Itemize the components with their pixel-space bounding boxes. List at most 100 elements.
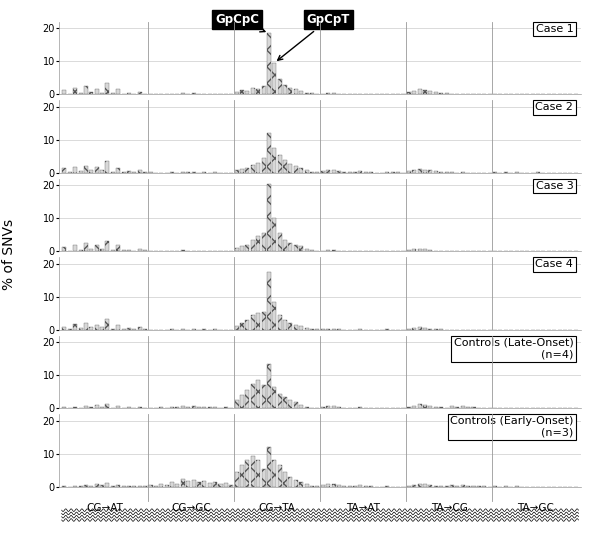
Bar xyxy=(100,407,104,408)
Bar xyxy=(321,250,325,252)
Bar xyxy=(230,485,233,487)
Bar xyxy=(261,233,266,252)
Bar xyxy=(127,250,131,252)
Bar xyxy=(240,169,244,173)
Bar xyxy=(418,484,422,487)
Bar xyxy=(407,407,411,408)
Bar xyxy=(450,406,454,408)
Bar xyxy=(68,329,72,330)
Bar xyxy=(418,89,422,94)
Text: TA→CG: TA→CG xyxy=(431,503,468,513)
Bar xyxy=(240,246,244,252)
Bar xyxy=(332,484,336,487)
Bar xyxy=(283,320,287,330)
Bar xyxy=(175,484,179,487)
Text: Case 3: Case 3 xyxy=(536,181,573,191)
Bar xyxy=(428,328,432,330)
Bar xyxy=(132,172,136,173)
Bar xyxy=(78,328,83,330)
Bar xyxy=(423,90,427,94)
Bar xyxy=(111,250,115,252)
Bar xyxy=(434,250,438,252)
Bar xyxy=(240,395,244,408)
Bar xyxy=(84,243,88,252)
Bar xyxy=(186,407,190,408)
Bar xyxy=(283,240,287,252)
Bar xyxy=(84,406,88,408)
Bar xyxy=(100,170,104,173)
Bar xyxy=(267,447,271,487)
Bar xyxy=(89,249,93,252)
Bar xyxy=(304,328,309,330)
Bar xyxy=(321,485,325,487)
Bar xyxy=(326,328,330,330)
Bar xyxy=(428,91,432,94)
Bar xyxy=(283,397,287,408)
Bar xyxy=(428,170,432,173)
Bar xyxy=(450,485,454,487)
Text: GpCpC: GpCpC xyxy=(215,14,265,32)
Bar xyxy=(127,93,131,94)
Bar xyxy=(132,486,136,487)
Bar xyxy=(348,486,352,487)
Bar xyxy=(294,403,298,408)
Bar xyxy=(304,249,309,252)
Bar xyxy=(106,319,110,330)
Bar xyxy=(316,329,319,330)
Bar xyxy=(240,90,244,94)
Bar xyxy=(455,486,460,487)
Bar xyxy=(423,328,427,330)
Bar xyxy=(353,172,357,173)
Bar xyxy=(251,240,255,252)
Bar xyxy=(89,170,93,173)
Text: TA→GC: TA→GC xyxy=(517,503,554,513)
Bar xyxy=(251,456,255,487)
Bar xyxy=(73,88,77,94)
Bar xyxy=(245,320,250,330)
Bar xyxy=(385,250,389,252)
Bar xyxy=(273,63,276,94)
Text: Case 2: Case 2 xyxy=(536,102,573,113)
Bar xyxy=(407,171,411,173)
Bar xyxy=(418,327,422,330)
Bar xyxy=(267,133,271,173)
Bar xyxy=(137,170,142,173)
Bar xyxy=(111,486,115,487)
Bar xyxy=(299,168,303,173)
Bar xyxy=(132,250,136,252)
Bar xyxy=(116,406,120,408)
Bar xyxy=(471,486,476,487)
Text: Controls (Late-Onset)
(n=4): Controls (Late-Onset) (n=4) xyxy=(454,338,573,359)
Bar xyxy=(261,469,266,487)
Bar xyxy=(267,33,271,94)
Bar xyxy=(299,246,303,252)
Bar xyxy=(461,485,465,487)
Text: % of SNVs: % of SNVs xyxy=(2,219,16,290)
Bar xyxy=(261,385,266,408)
Bar xyxy=(396,172,400,173)
Bar xyxy=(89,486,93,487)
Bar xyxy=(504,172,508,173)
Text: Case 4: Case 4 xyxy=(536,259,573,269)
Bar xyxy=(412,485,417,487)
Bar xyxy=(418,249,422,252)
Bar xyxy=(63,407,67,408)
Text: CG→TA: CG→TA xyxy=(258,503,296,513)
Bar xyxy=(116,325,120,330)
Bar xyxy=(192,406,196,408)
Bar xyxy=(434,91,438,94)
Bar xyxy=(111,172,115,173)
Bar xyxy=(84,485,88,487)
Bar xyxy=(111,329,115,330)
Bar xyxy=(477,486,481,487)
Bar xyxy=(94,405,99,408)
Bar xyxy=(68,172,72,173)
Bar xyxy=(299,91,303,94)
Bar xyxy=(337,407,341,408)
Bar xyxy=(202,407,206,408)
Bar xyxy=(278,393,281,408)
Bar xyxy=(143,250,147,252)
Bar xyxy=(245,245,250,252)
Bar xyxy=(294,245,298,252)
Bar xyxy=(149,485,153,487)
